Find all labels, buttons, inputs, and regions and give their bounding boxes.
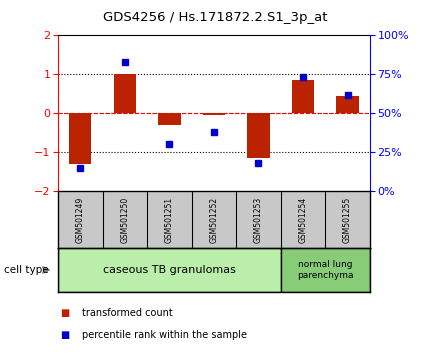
Text: cell type: cell type — [4, 265, 49, 275]
Text: GDS4256 / Hs.171872.2.S1_3p_at: GDS4256 / Hs.171872.2.S1_3p_at — [103, 11, 327, 24]
Bar — [247, 113, 270, 158]
Bar — [58, 248, 281, 292]
Bar — [114, 74, 136, 113]
Text: ■: ■ — [60, 308, 70, 318]
Text: percentile rank within the sample: percentile rank within the sample — [82, 330, 247, 339]
Bar — [292, 80, 314, 113]
Text: GSM501250: GSM501250 — [120, 196, 129, 242]
Bar — [236, 191, 281, 248]
Bar — [325, 191, 370, 248]
Bar — [147, 191, 192, 248]
Bar — [203, 113, 225, 115]
Bar — [69, 113, 92, 164]
Text: GSM501255: GSM501255 — [343, 196, 352, 242]
Text: GSM501254: GSM501254 — [298, 196, 307, 242]
Text: ■: ■ — [60, 330, 70, 339]
Bar — [158, 113, 181, 125]
Bar — [192, 191, 236, 248]
Text: GSM501251: GSM501251 — [165, 196, 174, 242]
Text: GSM501253: GSM501253 — [254, 196, 263, 242]
Bar — [58, 191, 103, 248]
Text: GSM501249: GSM501249 — [76, 196, 85, 242]
Text: normal lung
parenchyma: normal lung parenchyma — [297, 260, 353, 280]
Text: caseous TB granulomas: caseous TB granulomas — [103, 265, 236, 275]
Text: transformed count: transformed count — [82, 308, 172, 318]
Bar — [281, 191, 325, 248]
Text: GSM501252: GSM501252 — [209, 196, 218, 242]
Bar — [103, 191, 147, 248]
Bar — [281, 248, 370, 292]
Bar — [336, 96, 359, 113]
